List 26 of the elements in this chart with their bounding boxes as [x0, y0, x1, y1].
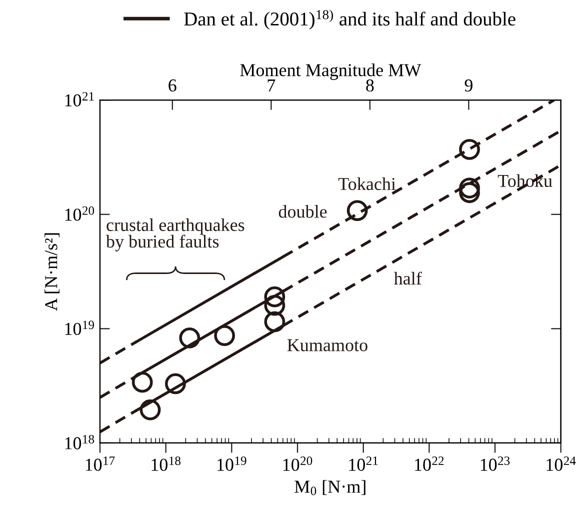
x2-tick-label: 8 — [366, 79, 374, 92]
y-tick-label: 10$^{18}$ — [65, 434, 94, 450]
annotation: crustal earthquakes by buried faults — [106, 218, 244, 252]
annotation: Kumamoto — [287, 339, 368, 352]
y-tick-label: 10$^{20}$ — [65, 206, 94, 221]
x2-tick-label: 7 — [268, 80, 276, 92]
y-axis-title: A [N·m/s²] — [44, 233, 60, 311]
x-tick-label: 10$^{24}$ — [546, 456, 576, 471]
x-tick-label: 10$^{23}$ — [480, 456, 510, 471]
x-tick-label: 10$^{17}$ — [86, 456, 115, 471]
legend-label: Dan et al. (2001)$^{18)}$ and its half and double — [184, 10, 516, 30]
x-tick-label: 10$^{19}$ — [218, 456, 246, 471]
annotation: Tohoku — [498, 174, 552, 187]
annotation: Tokachi — [338, 177, 396, 190]
x-tick-label: 10$^{22}$ — [415, 456, 444, 471]
y-tick-label: 10$^{21}$ — [65, 92, 94, 106]
x-axis-title: M$_{0}$ [N·m] — [294, 480, 366, 496]
annotation: half — [394, 272, 422, 285]
x-tick-label: 10$^{18}$ — [152, 456, 180, 471]
x-tick-label: 10$^{21}$ — [349, 456, 378, 471]
annotation: double — [278, 205, 327, 218]
y-tick-label: 10$^{19}$ — [65, 320, 94, 336]
x2-tick-label: 9 — [464, 79, 472, 92]
x2-axis-title: Moment Magnitude MW — [240, 64, 422, 80]
x-tick-label: 10$^{20}$ — [283, 456, 312, 471]
x2-tick-label: 6 — [168, 79, 176, 92]
